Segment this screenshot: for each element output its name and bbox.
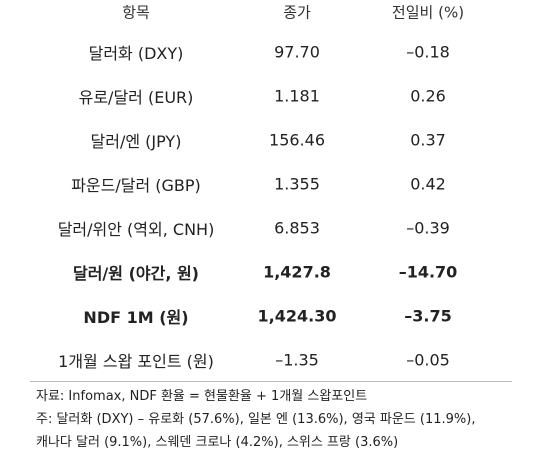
- table-cell: 1개월 스왑 포인트 (원): [58, 352, 214, 371]
- table-cell: 파운드/달러 (GBP): [71, 176, 201, 195]
- table-cell: NDF 1M (원): [83, 308, 189, 327]
- table-cell: 97.70: [274, 42, 320, 62]
- table-cell: 156.46: [269, 130, 325, 150]
- table-cell: –0.39: [406, 218, 450, 238]
- table-cell: 달러화 (DXY): [88, 44, 184, 63]
- table-cell: –3.75: [404, 306, 452, 326]
- table-cell: 6.853: [274, 218, 320, 238]
- table-rule: [30, 381, 512, 382]
- note-line: 캐나다 달러 (9.1%), 스웨덴 크로나 (4.2%), 스위스 프랑 (3…: [36, 435, 399, 450]
- table-cell: 1.181: [274, 86, 320, 106]
- table-cell: 달러/엔 (JPY): [90, 132, 182, 151]
- table-cell: –1.35: [275, 350, 319, 370]
- table-cell: –14.70: [398, 262, 458, 282]
- table-cell: 1.355: [274, 174, 320, 194]
- table-cell: 0.42: [410, 174, 446, 194]
- header-cell: 종가: [283, 3, 311, 22]
- table-cell: 1,424.30: [257, 306, 337, 326]
- header-cell: 전일비 (%): [391, 3, 465, 22]
- table-cell: –0.18: [406, 42, 450, 62]
- table-cell: 0.26: [410, 86, 446, 106]
- header-cell: 항목: [122, 3, 150, 22]
- table-cell: 달러/위안 (역외, CNH): [57, 220, 215, 239]
- table-cell: 1,427.8: [263, 262, 331, 282]
- table-cell: 0.37: [410, 130, 446, 150]
- note-line: 주: 달러화 (DXY) – 유로화 (57.6%), 일본 엔 (13.6%)…: [36, 412, 476, 427]
- table-cell: 달러/원 (야간, 원): [72, 264, 200, 283]
- table-cell: 유로/달러 (EUR): [78, 88, 194, 107]
- note-line: 자료: Infomax, NDF 환율 = 현물환율 + 1개월 스왑포인트: [36, 389, 368, 404]
- table-cell: –0.05: [406, 350, 450, 370]
